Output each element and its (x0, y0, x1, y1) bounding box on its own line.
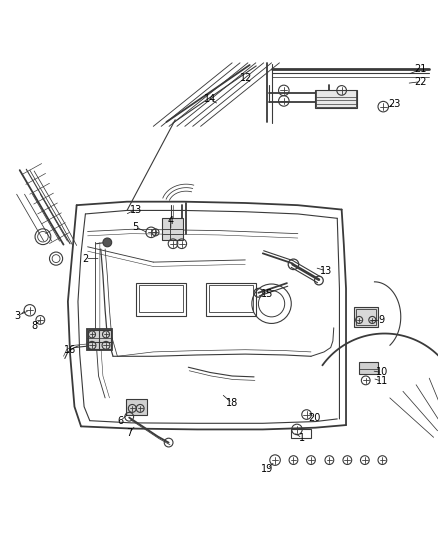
Bar (316, 91, 356, 107)
Text: 15: 15 (261, 289, 273, 298)
Text: 23: 23 (388, 100, 400, 109)
Text: 14: 14 (204, 94, 216, 104)
Bar (356, 309, 376, 325)
Text: 22: 22 (414, 77, 427, 87)
Bar (139, 285, 183, 312)
Text: 19: 19 (261, 464, 273, 474)
Text: 6: 6 (117, 416, 124, 426)
Bar (162, 219, 183, 240)
Bar (87, 329, 112, 350)
Text: 1: 1 (299, 433, 305, 443)
Text: 3: 3 (14, 311, 21, 320)
Bar (136, 282, 186, 316)
Circle shape (103, 238, 112, 247)
Text: 21: 21 (414, 64, 427, 75)
Text: 8: 8 (31, 321, 37, 330)
Bar (88, 329, 111, 349)
Text: 4: 4 (168, 216, 174, 227)
Text: 7: 7 (126, 428, 132, 438)
Text: 16: 16 (64, 345, 76, 355)
Bar (206, 282, 256, 316)
Text: 13: 13 (130, 205, 142, 215)
Bar (359, 361, 378, 374)
Text: 9: 9 (378, 315, 384, 325)
Text: 13: 13 (320, 266, 332, 276)
Bar (209, 285, 253, 312)
Bar (354, 307, 378, 327)
Text: 2: 2 (82, 254, 88, 264)
Text: 18: 18 (226, 398, 238, 408)
Bar (315, 90, 357, 108)
Text: 12: 12 (240, 73, 252, 83)
Text: 11: 11 (376, 376, 388, 386)
Text: 10: 10 (376, 367, 388, 377)
Bar (291, 429, 311, 438)
Bar (126, 399, 147, 415)
Text: 5: 5 (133, 222, 139, 232)
Text: 20: 20 (308, 413, 321, 423)
